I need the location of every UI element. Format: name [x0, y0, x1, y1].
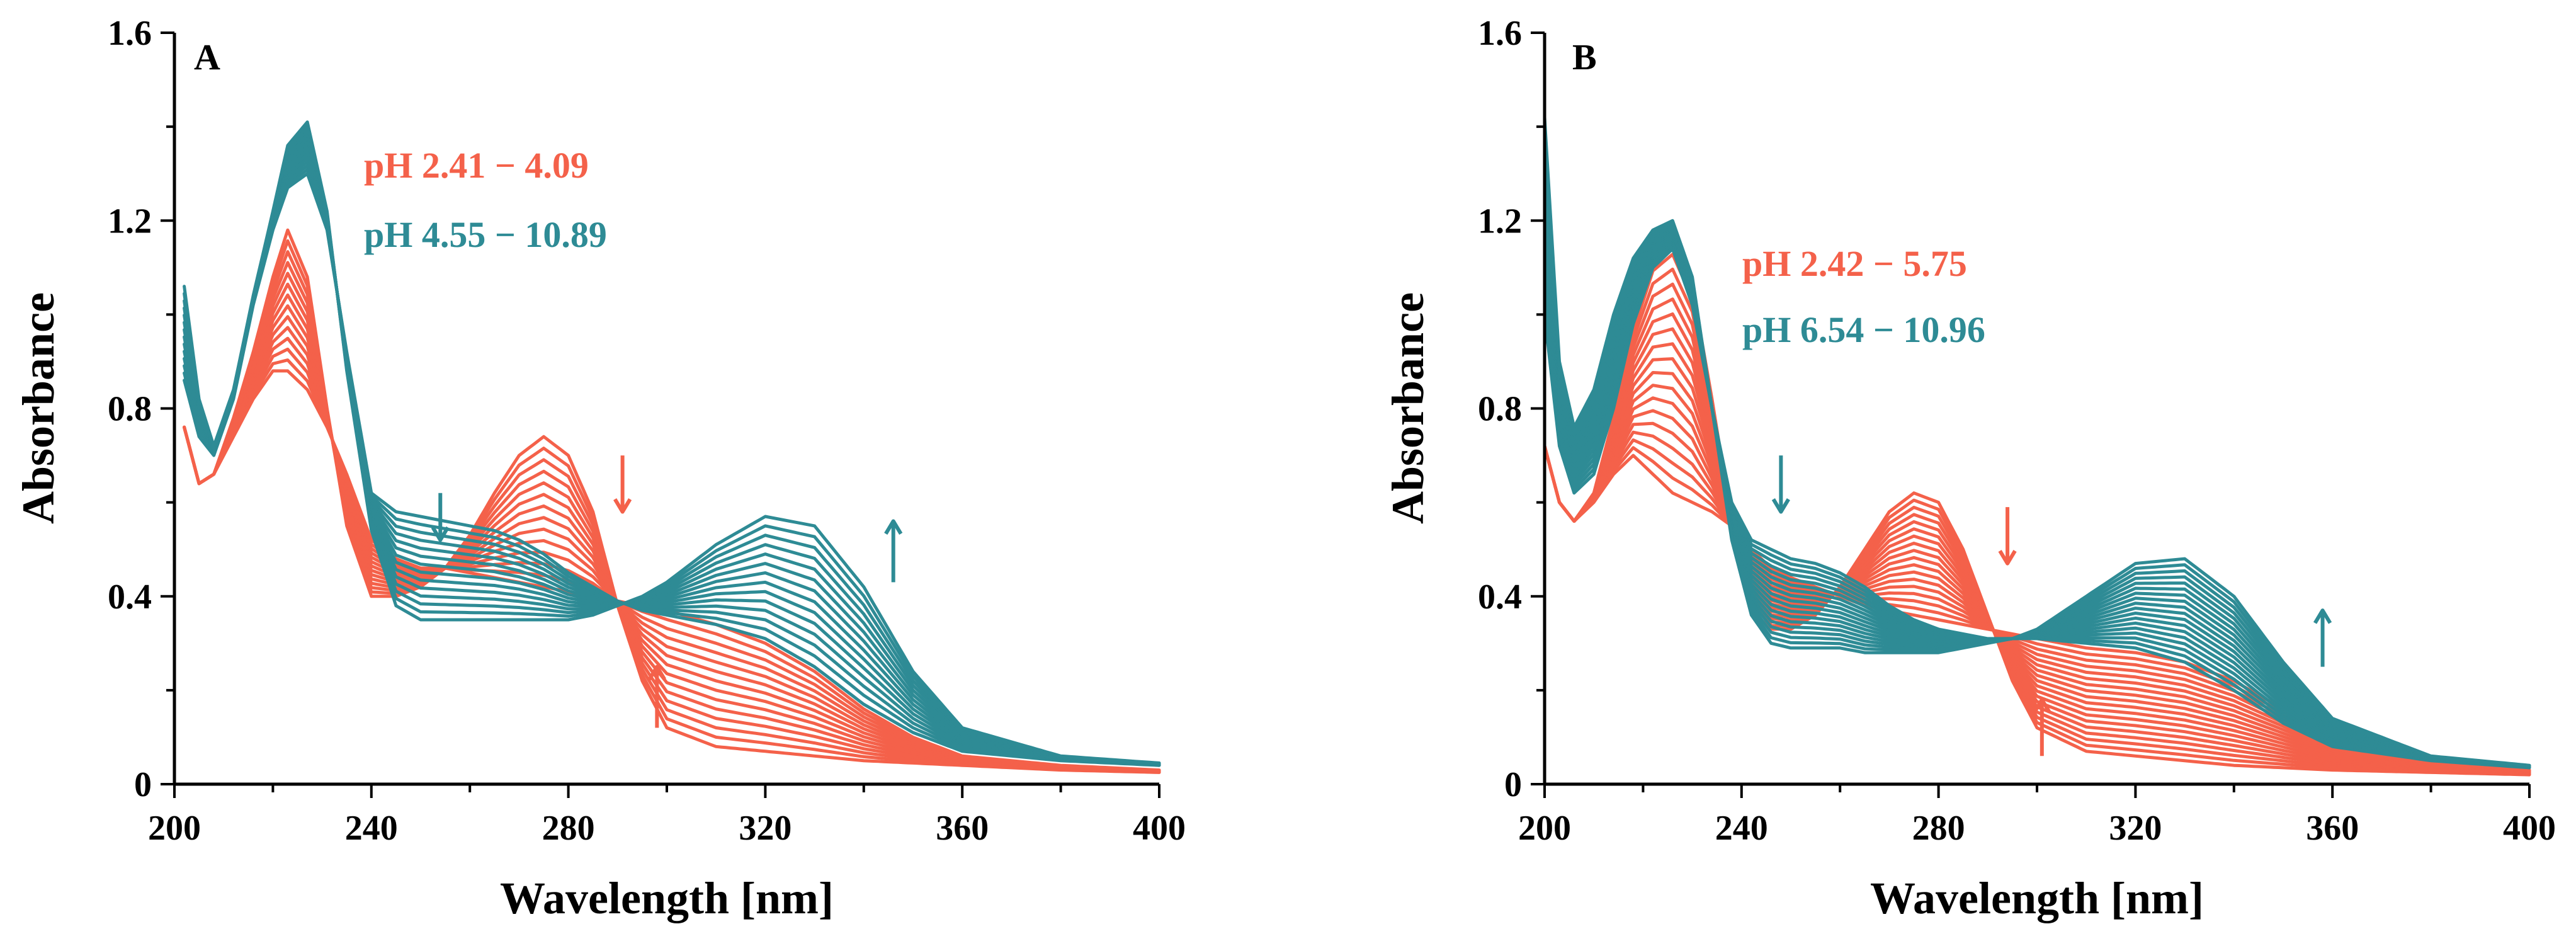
panel-a-arrow-up	[884, 519, 903, 583]
panel-a-spectrum-line	[183, 282, 1161, 773]
panel-b-legend-acidic: pH 2.42 − 5.75	[1742, 243, 1967, 284]
panel-b-curves	[1543, 115, 2531, 777]
panel-a-legend-basic: pH 4.55 − 10.89	[364, 214, 607, 255]
panel-a-spectrum-line	[183, 347, 1161, 772]
panel-a-legend-acidic: pH 2.41 − 4.09	[364, 145, 589, 186]
panel-b-arrows	[1771, 455, 2332, 756]
panel-b-x-tick-label: 400	[2503, 809, 2556, 848]
panel-a-x-tick-label: 280	[542, 809, 595, 848]
panel-b-spectrum-line	[1543, 267, 2531, 776]
panel-b-y-tick-label: 1.6	[1478, 14, 1522, 53]
panel-a-y-tick-label: 0	[134, 765, 152, 804]
panel-b-legend-basic: pH 6.54 − 10.96	[1742, 309, 1985, 350]
panel-a-x-tick-label: 200	[148, 809, 201, 848]
panel-a-y-tick-label: 0.4	[108, 578, 152, 617]
panel-b-arrow-down	[1998, 507, 2017, 566]
panel-a-arrow-down	[613, 455, 632, 514]
panel-a: 200 240 280 320 360 400 0 0.4 0.8 1.2 1.6 A pH 2.4…	[13, 14, 1186, 923]
panel-a-spectrum-line	[183, 128, 1161, 765]
panel-b-spectrum-line	[1543, 173, 2531, 768]
panel-b-x-tick-label: 200	[1518, 809, 1571, 848]
panel-a-label: A	[194, 37, 220, 77]
panel-b-arrow-up	[2033, 697, 2051, 756]
panel-a-y-axis-title: Absorbance	[13, 292, 64, 524]
panel-a-x-tick-label: 400	[1133, 809, 1186, 848]
panel-a-spectrum-line	[183, 261, 1161, 773]
panel-a-spectrum-line	[183, 326, 1161, 773]
panel-b-spectrum-line	[1543, 115, 2531, 767]
panel-a-curves	[183, 120, 1161, 774]
panel-b-x-tick-label: 280	[1912, 809, 1965, 848]
panel-a-spectrum-line	[183, 271, 1161, 773]
panel-a-spectrum-line	[183, 336, 1161, 772]
panel-a-y-tick-label: 0.8	[108, 390, 152, 429]
panel-a-y-tick-label: 1.2	[108, 202, 152, 241]
panel-b-ticks: 200 240 280 320 360 400 0 0.4 0.8 1.2 1.6	[1478, 14, 2556, 848]
panel-a-y-tick-label: 1.6	[108, 14, 152, 53]
panel-a-ticks: 200 240 280 320 360 400 0 0.4 0.8 1.2 1.6	[108, 14, 1186, 848]
panel-b-arrow-down	[1771, 455, 1790, 514]
panel-b-y-tick-label: 1.2	[1478, 202, 1522, 241]
panel-b-y-tick-label: 0	[1504, 765, 1522, 804]
panel-a-arrows	[431, 455, 903, 728]
panel-a-x-tick-label: 360	[936, 809, 989, 848]
panel-a-spectrum-line	[183, 120, 1161, 765]
panel-b-y-tick-label: 0.8	[1478, 390, 1522, 429]
panel-a-spectrum-line	[183, 228, 1161, 774]
panel-a-arrow-down	[431, 493, 450, 542]
panel-b-spectrum-line	[1543, 384, 2531, 774]
panel-a-arrow-up	[647, 664, 666, 728]
panel-b-x-tick-label: 320	[2109, 809, 2162, 848]
panel-a-x-tick-label: 240	[345, 809, 398, 848]
panel-b-arrow-up	[2313, 608, 2332, 667]
panel-b-x-axis-title: Wavelength [nm]	[1870, 873, 2204, 923]
panel-a-x-axis-title: Wavelength [nm]	[500, 873, 834, 923]
panel-b: 200 240 280 320 360 400 0 0.4 0.8 1.2 1.6 B pH 2.4…	[1383, 14, 2556, 923]
panel-b-x-tick-label: 360	[2306, 809, 2359, 848]
panel-a-spectrum-line	[183, 293, 1161, 773]
panel-b-y-tick-label: 0.4	[1478, 578, 1522, 617]
panel-b-x-tick-label: 240	[1715, 809, 1768, 848]
panel-a-x-tick-label: 320	[739, 809, 792, 848]
panel-b-y-axis-title: Absorbance	[1383, 292, 1433, 524]
panel-b-label: B	[1572, 37, 1597, 77]
